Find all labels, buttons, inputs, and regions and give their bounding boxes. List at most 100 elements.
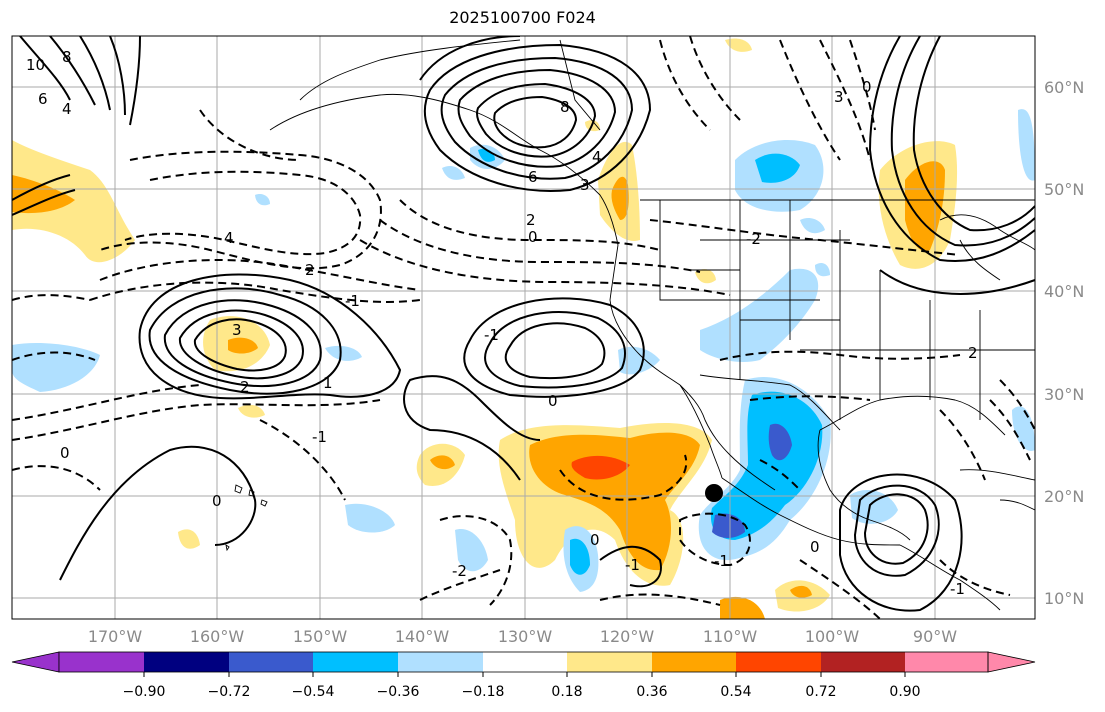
contour-label: 2: [240, 378, 250, 396]
contour-label: 3: [834, 88, 844, 106]
warm-anomaly-140w-core: [430, 455, 455, 470]
warm-anomaly-160w-core: [228, 337, 258, 354]
lon-label-170w: 170°W: [88, 627, 143, 646]
warm-anomaly-small-3: [720, 596, 765, 619]
contour-label: 4: [592, 148, 602, 166]
lon-label-90w: 90°W: [913, 627, 957, 646]
cold-anomaly-pac-3: [455, 529, 488, 572]
cold-anomaly-small-3: [800, 218, 825, 234]
warm-anomaly-nw-core: [12, 175, 75, 214]
contour-label: 2: [526, 211, 536, 229]
colorbar-label: 0.18: [551, 684, 582, 700]
colorbar-swatch: [905, 652, 988, 672]
colorbar-outline: [58, 651, 989, 673]
colorbar-label: −0.18: [462, 684, 505, 700]
contour-label: 10: [26, 56, 45, 74]
colorbar-swatch: [398, 652, 483, 672]
contour-label: 1: [323, 374, 333, 392]
contour-label: 4: [62, 100, 72, 118]
colorbar: −0.90 −0.72 −0.54 −0.36 −0.18 0.18 0.36 …: [11, 651, 1036, 700]
contour-label: 0: [528, 228, 538, 246]
warm-anomaly-small-1: [238, 404, 265, 418]
colorbar-swatch: [821, 652, 905, 672]
colorbar-extend-high: [987, 651, 1036, 673]
contour-label: 0: [590, 531, 600, 549]
contour-label: 6: [528, 168, 538, 186]
solid-contours: [12, 36, 1035, 612]
lat-label-40n: 40°N: [1044, 282, 1084, 301]
contour-label: 3: [580, 176, 590, 194]
cold-anomaly-pac-5: [618, 346, 660, 375]
colorbar-extend-low: [11, 651, 60, 673]
colorbar-swatch: [567, 652, 652, 672]
longitude-labels: 170°W 160°W 150°W 140°W 130°W 120°W 110°…: [88, 627, 957, 646]
map-title: 2025100700 F024: [449, 8, 596, 27]
dashed-contours: [12, 36, 1035, 619]
contour-label: 6: [38, 90, 48, 108]
colorbar-label: 0.72: [805, 684, 836, 700]
cold-anomaly-small-1: [442, 166, 465, 180]
lon-label-160w: 160°W: [190, 627, 245, 646]
warm-anomaly-small-5: [178, 529, 200, 549]
lon-label-140w: 140°W: [395, 627, 450, 646]
cold-anomaly-mexico-mid: [710, 391, 823, 540]
cold-anomaly-pac-1-core: [570, 538, 590, 575]
colorbar-swatch: [483, 652, 567, 672]
colorbar-label: −0.54: [292, 684, 335, 700]
cold-anomaly-mexico-core: [768, 423, 792, 461]
warm-anomaly-small-6: [725, 38, 752, 52]
colorbar-swatch: [652, 652, 736, 672]
map-border: [11, 35, 1036, 620]
contour-label: 0: [810, 538, 820, 556]
contour-label: 4: [224, 229, 234, 247]
colorbar-swatch: [59, 652, 144, 672]
contour-label-group: 10 8 6 4 4 2 8 6 4 3 2 0 -1 3 2 1 0 -1 -…: [26, 48, 978, 598]
contour-label: 0: [862, 78, 872, 96]
contour-label: 2: [968, 344, 978, 362]
location-marker: [705, 484, 723, 502]
warm-anomaly-baja-core: [571, 455, 630, 480]
lat-label-10n: 10°N: [1044, 589, 1084, 608]
lat-label-60n: 60°N: [1044, 78, 1084, 97]
cold-anomaly-rockies-core: [755, 153, 800, 183]
warm-anomaly-small-4: [695, 269, 716, 284]
contour-label: -1: [714, 552, 729, 570]
warm-anomaly-small-2-core: [790, 585, 812, 598]
colorbar-swatch: [144, 652, 229, 672]
lon-label-110w: 110°W: [703, 627, 758, 646]
lon-label-150w: 150°W: [293, 627, 348, 646]
colorbar-label: −0.36: [377, 684, 420, 700]
contour-label: -1: [484, 326, 499, 344]
contour-label: 3: [232, 321, 242, 339]
cold-anomaly-small-2: [255, 194, 270, 206]
lon-label-120w: 120°W: [600, 627, 655, 646]
cold-anomaly-florida: [1012, 406, 1035, 451]
latitude-labels: 60°N 50°N 40°N 30°N 20°N 10°N: [1044, 78, 1084, 608]
lat-label-20n: 20°N: [1044, 487, 1084, 506]
contour-label: -2: [746, 230, 761, 248]
contour-label: -1: [312, 428, 327, 446]
colorbar-label: 0.90: [889, 684, 920, 700]
contour-label: 0: [548, 392, 558, 410]
lon-label-130w: 130°W: [498, 627, 553, 646]
contour-label: -1: [345, 292, 360, 310]
contour-label: 0: [60, 444, 70, 462]
warm-anomaly-baja-mid: [529, 432, 700, 571]
colorbar-label: 0.36: [636, 684, 667, 700]
cold-anomaly-pac-4: [325, 345, 362, 361]
lat-label-50n: 50°N: [1044, 180, 1084, 199]
cold-anomaly-east: [1018, 109, 1035, 181]
contour-label: -2: [452, 562, 467, 580]
colorbar-label: −0.72: [208, 684, 251, 700]
lat-label-30n: 30°N: [1044, 385, 1084, 404]
cold-anomaly-small-4: [815, 263, 830, 277]
lon-label-100w: 100°W: [805, 627, 860, 646]
colorbar-label: 0.54: [720, 684, 751, 700]
contour-label: 8: [62, 48, 72, 66]
colorbar-swatch: [736, 652, 821, 672]
contour-label: 0: [212, 492, 222, 510]
colorbar-ticks: [143, 672, 906, 677]
cold-anomaly-pac-2: [345, 503, 395, 533]
colorbar-label: −0.90: [123, 684, 166, 700]
